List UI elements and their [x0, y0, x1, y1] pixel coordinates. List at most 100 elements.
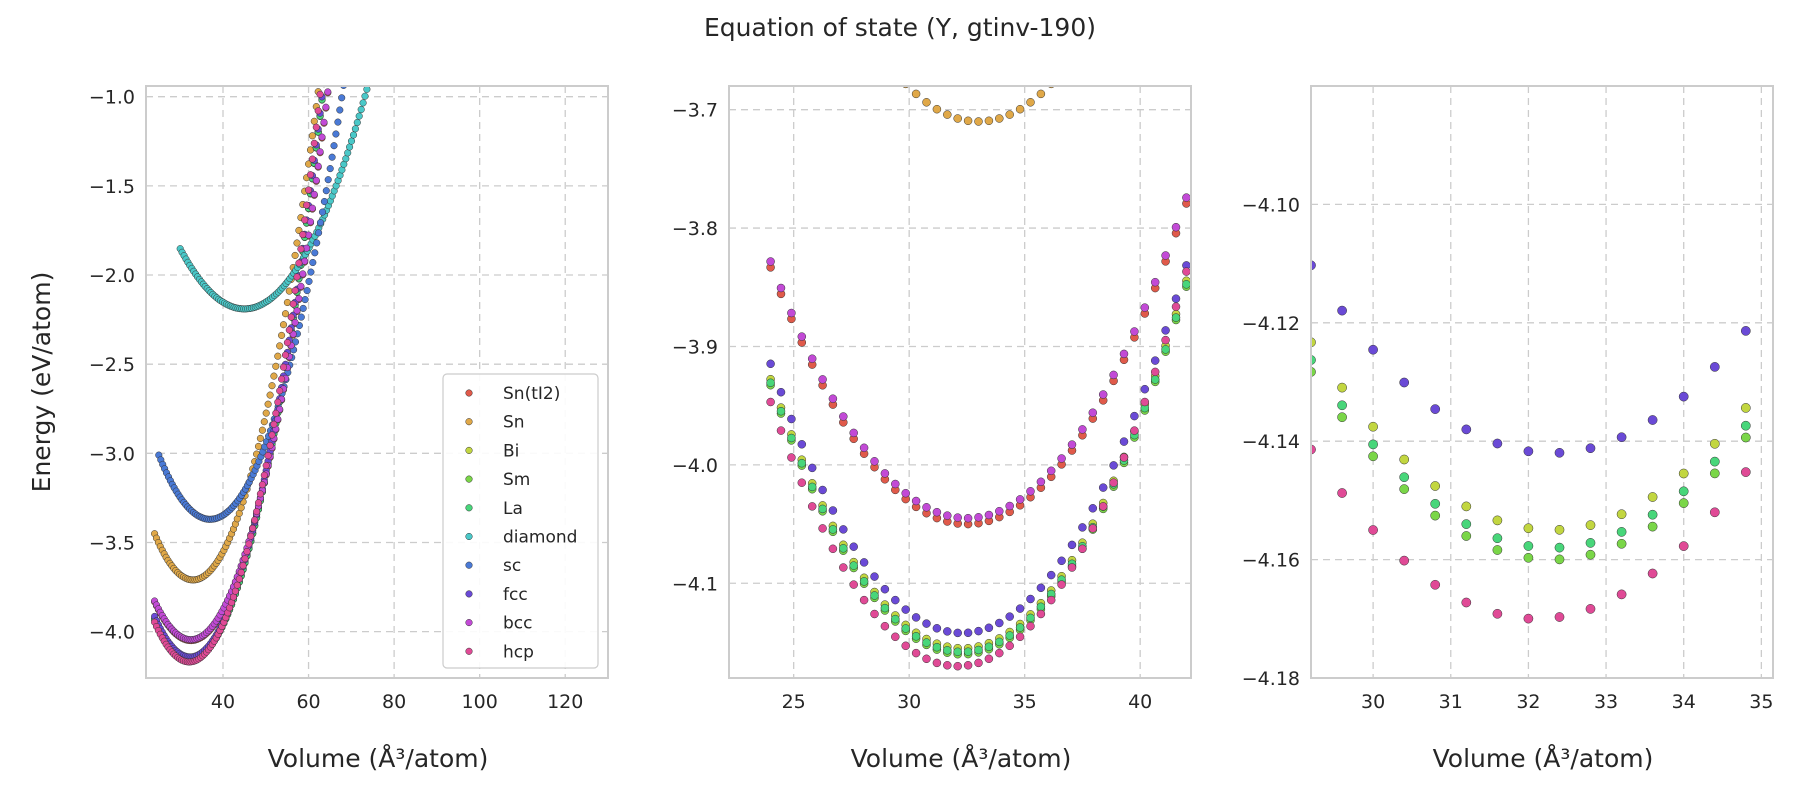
data-point — [943, 661, 952, 670]
series-sn — [902, 68, 1066, 126]
legend-box — [442, 373, 599, 669]
data-point — [320, 197, 328, 206]
data-point — [818, 485, 827, 495]
data-point — [911, 496, 921, 506]
data-point — [807, 482, 817, 492]
data-point — [291, 251, 299, 259]
x-tick-label: 33 — [1594, 691, 1618, 713]
data-point — [984, 654, 994, 664]
data-point — [1109, 478, 1118, 487]
data-point — [922, 654, 931, 664]
data-point — [1709, 468, 1720, 479]
data-point — [324, 176, 332, 184]
data-point — [283, 298, 291, 307]
data-point — [807, 463, 817, 473]
data-point — [787, 433, 796, 443]
data-point — [1088, 504, 1098, 513]
data-point — [1709, 438, 1720, 449]
data-point — [1492, 533, 1503, 544]
data-point — [1554, 524, 1565, 535]
data-point — [334, 118, 342, 126]
y-tick-label: −4.14 — [1242, 431, 1300, 453]
data-point — [1430, 579, 1441, 590]
data-point — [256, 490, 264, 498]
data-point — [1026, 613, 1035, 623]
data-point — [1368, 421, 1378, 432]
data-point — [1026, 621, 1035, 631]
y-tick-label: −4.10 — [1242, 194, 1300, 216]
data-point — [289, 300, 297, 308]
data-point — [355, 112, 363, 120]
data-point — [974, 658, 983, 668]
data-point — [346, 143, 354, 151]
data-point — [1046, 570, 1056, 580]
data-point — [1492, 438, 1503, 449]
data-point — [818, 504, 827, 514]
data-point — [1647, 568, 1658, 579]
data-point — [332, 130, 340, 138]
data-point — [1067, 540, 1077, 550]
data-point — [312, 123, 320, 131]
data-point — [828, 394, 838, 403]
data-point — [901, 488, 910, 498]
data-point — [776, 406, 786, 416]
data-point — [243, 547, 251, 556]
data-point — [1647, 509, 1658, 520]
y-tick-label: −2.5 — [89, 354, 135, 376]
data-point — [974, 645, 983, 655]
data-point — [1492, 515, 1503, 526]
data-point — [1161, 335, 1170, 345]
axes-frame — [1310, 85, 1774, 679]
data-point — [1337, 488, 1347, 498]
legend-marker — [465, 561, 473, 569]
series-bcc — [151, 88, 332, 644]
y-axis-label: Energy (eV/atom) — [27, 272, 56, 493]
data-point — [315, 229, 323, 237]
x-tick-label: 32 — [1516, 691, 1540, 713]
data-point — [357, 105, 365, 114]
data-point — [299, 270, 307, 278]
data-point — [301, 296, 309, 304]
data-point — [922, 619, 931, 628]
x-tick-label: 40 — [211, 691, 235, 713]
data-point — [1740, 467, 1751, 477]
data-point — [766, 397, 775, 407]
data-point — [1461, 519, 1472, 529]
data-point — [943, 646, 952, 655]
data-point — [274, 352, 282, 360]
data-point — [1740, 326, 1751, 336]
data-point — [1430, 404, 1441, 414]
data-point — [293, 273, 301, 281]
data-point — [891, 595, 900, 605]
data-point — [891, 614, 900, 624]
data-point — [1119, 437, 1129, 446]
x-tick-label: 35 — [1749, 691, 1773, 713]
data-point — [266, 441, 274, 449]
data-point — [309, 258, 317, 267]
data-point — [241, 555, 249, 563]
data-point — [1119, 349, 1129, 359]
data-point — [1678, 541, 1689, 551]
data-point — [299, 231, 307, 239]
data-point — [1337, 305, 1347, 316]
y-tick-label: −4.0 — [672, 455, 718, 477]
data-point — [787, 453, 796, 462]
data-point — [233, 581, 241, 589]
data-point — [1368, 439, 1378, 450]
legend-marker — [465, 418, 473, 426]
data-point — [264, 452, 272, 460]
data-point — [984, 623, 994, 633]
data-point — [276, 387, 284, 395]
data-point — [1678, 486, 1689, 497]
data-point — [1067, 563, 1077, 572]
data-point — [849, 542, 858, 551]
legend-marker — [465, 446, 473, 454]
data-point — [1078, 523, 1087, 532]
series-la — [766, 280, 1191, 657]
data-point — [995, 648, 1004, 658]
data-point — [901, 641, 910, 651]
data-point — [891, 632, 900, 642]
data-point — [1058, 68, 1066, 76]
data-point — [787, 414, 796, 424]
data-point — [299, 304, 307, 312]
